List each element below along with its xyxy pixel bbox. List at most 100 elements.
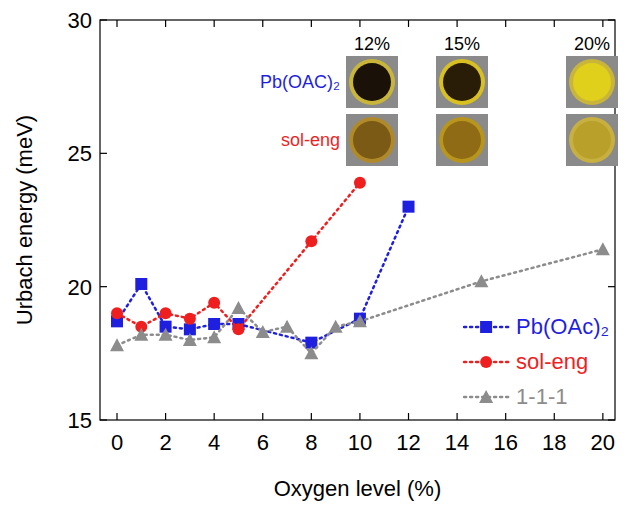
x-tick-top xyxy=(554,20,555,27)
inset-column-label: 12% xyxy=(354,34,390,54)
data-point xyxy=(403,201,415,213)
inset-column-label: 15% xyxy=(444,34,480,54)
x-tick xyxy=(359,413,360,420)
y-tick xyxy=(100,153,107,154)
data-point xyxy=(160,307,172,319)
data-point xyxy=(256,325,270,338)
y-tick-label: 25 xyxy=(68,141,92,166)
data-point xyxy=(184,313,196,325)
x-tick-label: 14 xyxy=(445,430,469,455)
data-point xyxy=(596,242,610,255)
legend-label: Pb(OAc)₂ xyxy=(516,314,609,339)
inset-photo xyxy=(346,114,398,166)
series-line xyxy=(117,207,409,343)
data-point xyxy=(232,323,244,335)
data-point xyxy=(207,330,221,343)
inset-disc xyxy=(353,121,391,159)
x-tick-top xyxy=(311,20,312,27)
x-tick xyxy=(505,413,506,420)
x-tick-top xyxy=(262,20,263,27)
x-tick-top xyxy=(165,20,166,27)
plot-area xyxy=(110,177,610,360)
y-tick-label: 15 xyxy=(68,408,92,433)
inset-photo xyxy=(346,56,398,108)
x-tick-top xyxy=(505,20,506,27)
y-tick-right xyxy=(608,19,615,20)
x-tick-label: 4 xyxy=(208,430,220,455)
legend-marker xyxy=(480,321,492,333)
inset-disc xyxy=(443,63,481,101)
data-point xyxy=(305,235,317,247)
x-tick-top xyxy=(116,20,117,27)
data-point xyxy=(134,328,148,341)
data-point xyxy=(474,274,488,287)
x-tick-label: 8 xyxy=(305,430,317,455)
data-point xyxy=(159,328,173,341)
data-point xyxy=(280,320,294,333)
legend: Pb(OAc)₂sol-eng1-1-1 xyxy=(464,314,609,409)
x-tick xyxy=(554,413,555,420)
x-tick-label: 6 xyxy=(257,430,269,455)
inset-photo xyxy=(566,114,618,166)
inset-photo xyxy=(436,114,488,166)
x-tick xyxy=(262,413,263,420)
y-tick xyxy=(100,19,107,20)
inset-row-label: sol-eng xyxy=(281,130,340,150)
y-tick-label: 30 xyxy=(68,8,92,33)
x-tick xyxy=(214,413,215,420)
x-tick-top xyxy=(602,20,603,27)
inset-column-label: 20% xyxy=(574,34,610,54)
x-tick-label: 18 xyxy=(542,430,566,455)
data-point xyxy=(329,320,343,333)
inset-ring xyxy=(439,117,485,163)
inset-ring xyxy=(439,59,485,105)
data-point xyxy=(135,278,147,290)
data-point xyxy=(304,346,318,359)
data-point xyxy=(208,297,220,309)
x-tick-top xyxy=(456,20,457,27)
x-tick-label: 10 xyxy=(348,430,372,455)
x-tick xyxy=(165,413,166,420)
x-tick-label: 12 xyxy=(396,430,420,455)
x-tick-top xyxy=(408,20,409,27)
x-tick-label: 16 xyxy=(493,430,517,455)
x-tick xyxy=(456,413,457,420)
x-tick xyxy=(311,413,312,420)
x-tick xyxy=(116,413,117,420)
legend-marker xyxy=(479,390,493,403)
inset-disc xyxy=(573,63,611,101)
inset-photo xyxy=(566,56,618,108)
x-tick xyxy=(602,413,603,420)
x-tick xyxy=(408,413,409,420)
data-point xyxy=(231,301,245,314)
x-tick-top xyxy=(214,20,215,27)
y-axis-title: Urbach energy (meV) xyxy=(12,115,37,325)
inset: 12% 15% 20% Pb(OAC)₂ sol-eng xyxy=(260,34,618,166)
y-tick-right xyxy=(608,286,615,287)
y-tick xyxy=(100,419,107,420)
data-point xyxy=(183,333,197,346)
inset-ring xyxy=(349,117,395,163)
legend-marker xyxy=(480,356,492,368)
data-point xyxy=(110,338,124,351)
legend-label: 1-1-1 xyxy=(516,384,567,409)
plot-frame xyxy=(100,20,615,420)
y-tick xyxy=(100,286,107,287)
inset-disc xyxy=(573,121,611,159)
x-tick-top xyxy=(359,20,360,27)
data-point xyxy=(354,177,366,189)
inset-row-label: Pb(OAC)₂ xyxy=(260,72,340,92)
inset-ring xyxy=(569,59,615,105)
chart: 0246810121416182015202530Oxygen level (%… xyxy=(0,0,630,510)
y-tick-right xyxy=(608,419,615,420)
x-tick-label: 0 xyxy=(111,430,123,455)
inset-photo xyxy=(436,56,488,108)
inset-disc xyxy=(353,63,391,101)
inset-disc xyxy=(443,121,481,159)
data-point xyxy=(353,314,367,327)
inset-ring xyxy=(569,117,615,163)
x-tick-label: 20 xyxy=(591,430,615,455)
data-point xyxy=(208,318,220,330)
data-point xyxy=(111,307,123,319)
x-tick-label: 2 xyxy=(159,430,171,455)
